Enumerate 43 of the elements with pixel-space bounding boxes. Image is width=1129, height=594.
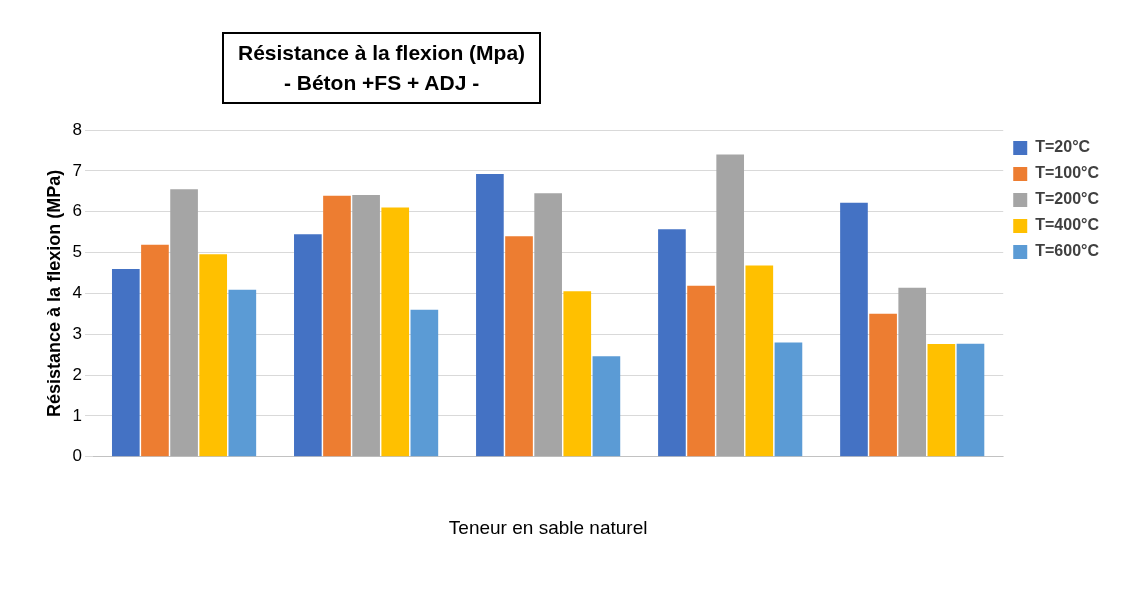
bar [111,268,140,457]
y-tick-label: 2 [72,364,83,384]
chart-subtitle: - Béton +FS + ADJ - [282,70,481,96]
bar [898,287,927,457]
bar [840,202,868,457]
bar [170,189,198,457]
bar [199,254,228,457]
legend-label: T=100°C [1035,164,1100,182]
legend-label: T=400°C [1035,216,1100,234]
bar [563,291,592,457]
bar [505,236,533,457]
bar [592,356,621,457]
legend-label: T=600°C [1035,242,1100,260]
y-tick-label: 5 [72,242,83,262]
y-tick-label: 0 [72,446,83,466]
bar [228,289,257,457]
bar [294,234,322,457]
bar [534,193,562,457]
y-tick-label: 4 [72,283,83,303]
chart-title: Résistance à la flexion (Mpa) [238,40,526,66]
bar [869,313,897,457]
bar [658,229,686,457]
bar [352,194,380,457]
bar [716,154,745,457]
bar [774,342,803,457]
bar [141,244,169,457]
bar [687,285,715,457]
x-axis-title: Teneur en sable naturel [448,516,648,538]
y-tick-label: 1 [72,405,83,425]
bar [323,195,351,457]
y-tick-label: 6 [72,201,83,221]
bar [410,309,439,457]
y-tick-label: 7 [72,160,83,180]
y-tick-label: 8 [72,119,83,139]
legend-label: T=200°C [1035,190,1100,208]
bar [745,265,774,457]
bar [927,344,956,457]
legend-label: T=20°C [1035,138,1091,156]
bar [956,343,985,457]
y-tick-label: 3 [72,323,83,343]
bar [476,174,504,457]
bar [381,207,410,457]
y-axis-title: Résistance à la flexion (MPa) [43,169,64,417]
